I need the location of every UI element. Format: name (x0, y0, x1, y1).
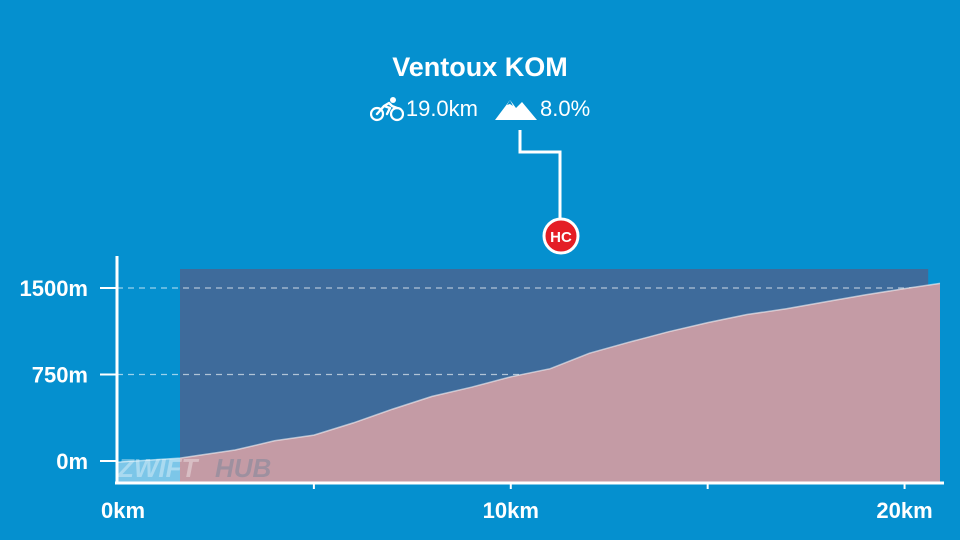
x-tick-label: 10km (483, 498, 539, 523)
elevation-area (180, 283, 940, 483)
hc-badge: HC (542, 217, 580, 255)
segment-stats: 19.0km 8.0% (0, 96, 960, 122)
x-tick-label: 0km (101, 498, 145, 523)
hc-badge-label: HC (550, 229, 572, 246)
y-tick-label: 750m (32, 363, 88, 388)
elevation-line (116, 282, 941, 463)
watermark: ZWIFT HUB (117, 453, 271, 483)
y-tick-label: 1500m (19, 276, 88, 301)
cyclist-icon (369, 97, 404, 122)
distance-stat: 19.0km (369, 96, 478, 122)
x-tick-label: 20km (876, 498, 932, 523)
segment-connector (518, 130, 562, 224)
distance-value: 19.0km (405, 96, 478, 121)
segment-title: Ventoux KOM (392, 52, 568, 82)
gradient-stat: 8.0% (494, 96, 590, 122)
axes (115, 256, 944, 485)
y-tick-label: 0m (56, 449, 88, 474)
axis-ticks: 0m 750m 1500m 0km 10km 20km (19, 276, 932, 523)
mountain-icon (495, 100, 537, 120)
watermark-right: HUB (215, 453, 271, 483)
watermark-left: ZWIFT (117, 453, 200, 483)
gradient-value: 8.0% (540, 96, 591, 121)
pre-segment-area (117, 458, 181, 483)
